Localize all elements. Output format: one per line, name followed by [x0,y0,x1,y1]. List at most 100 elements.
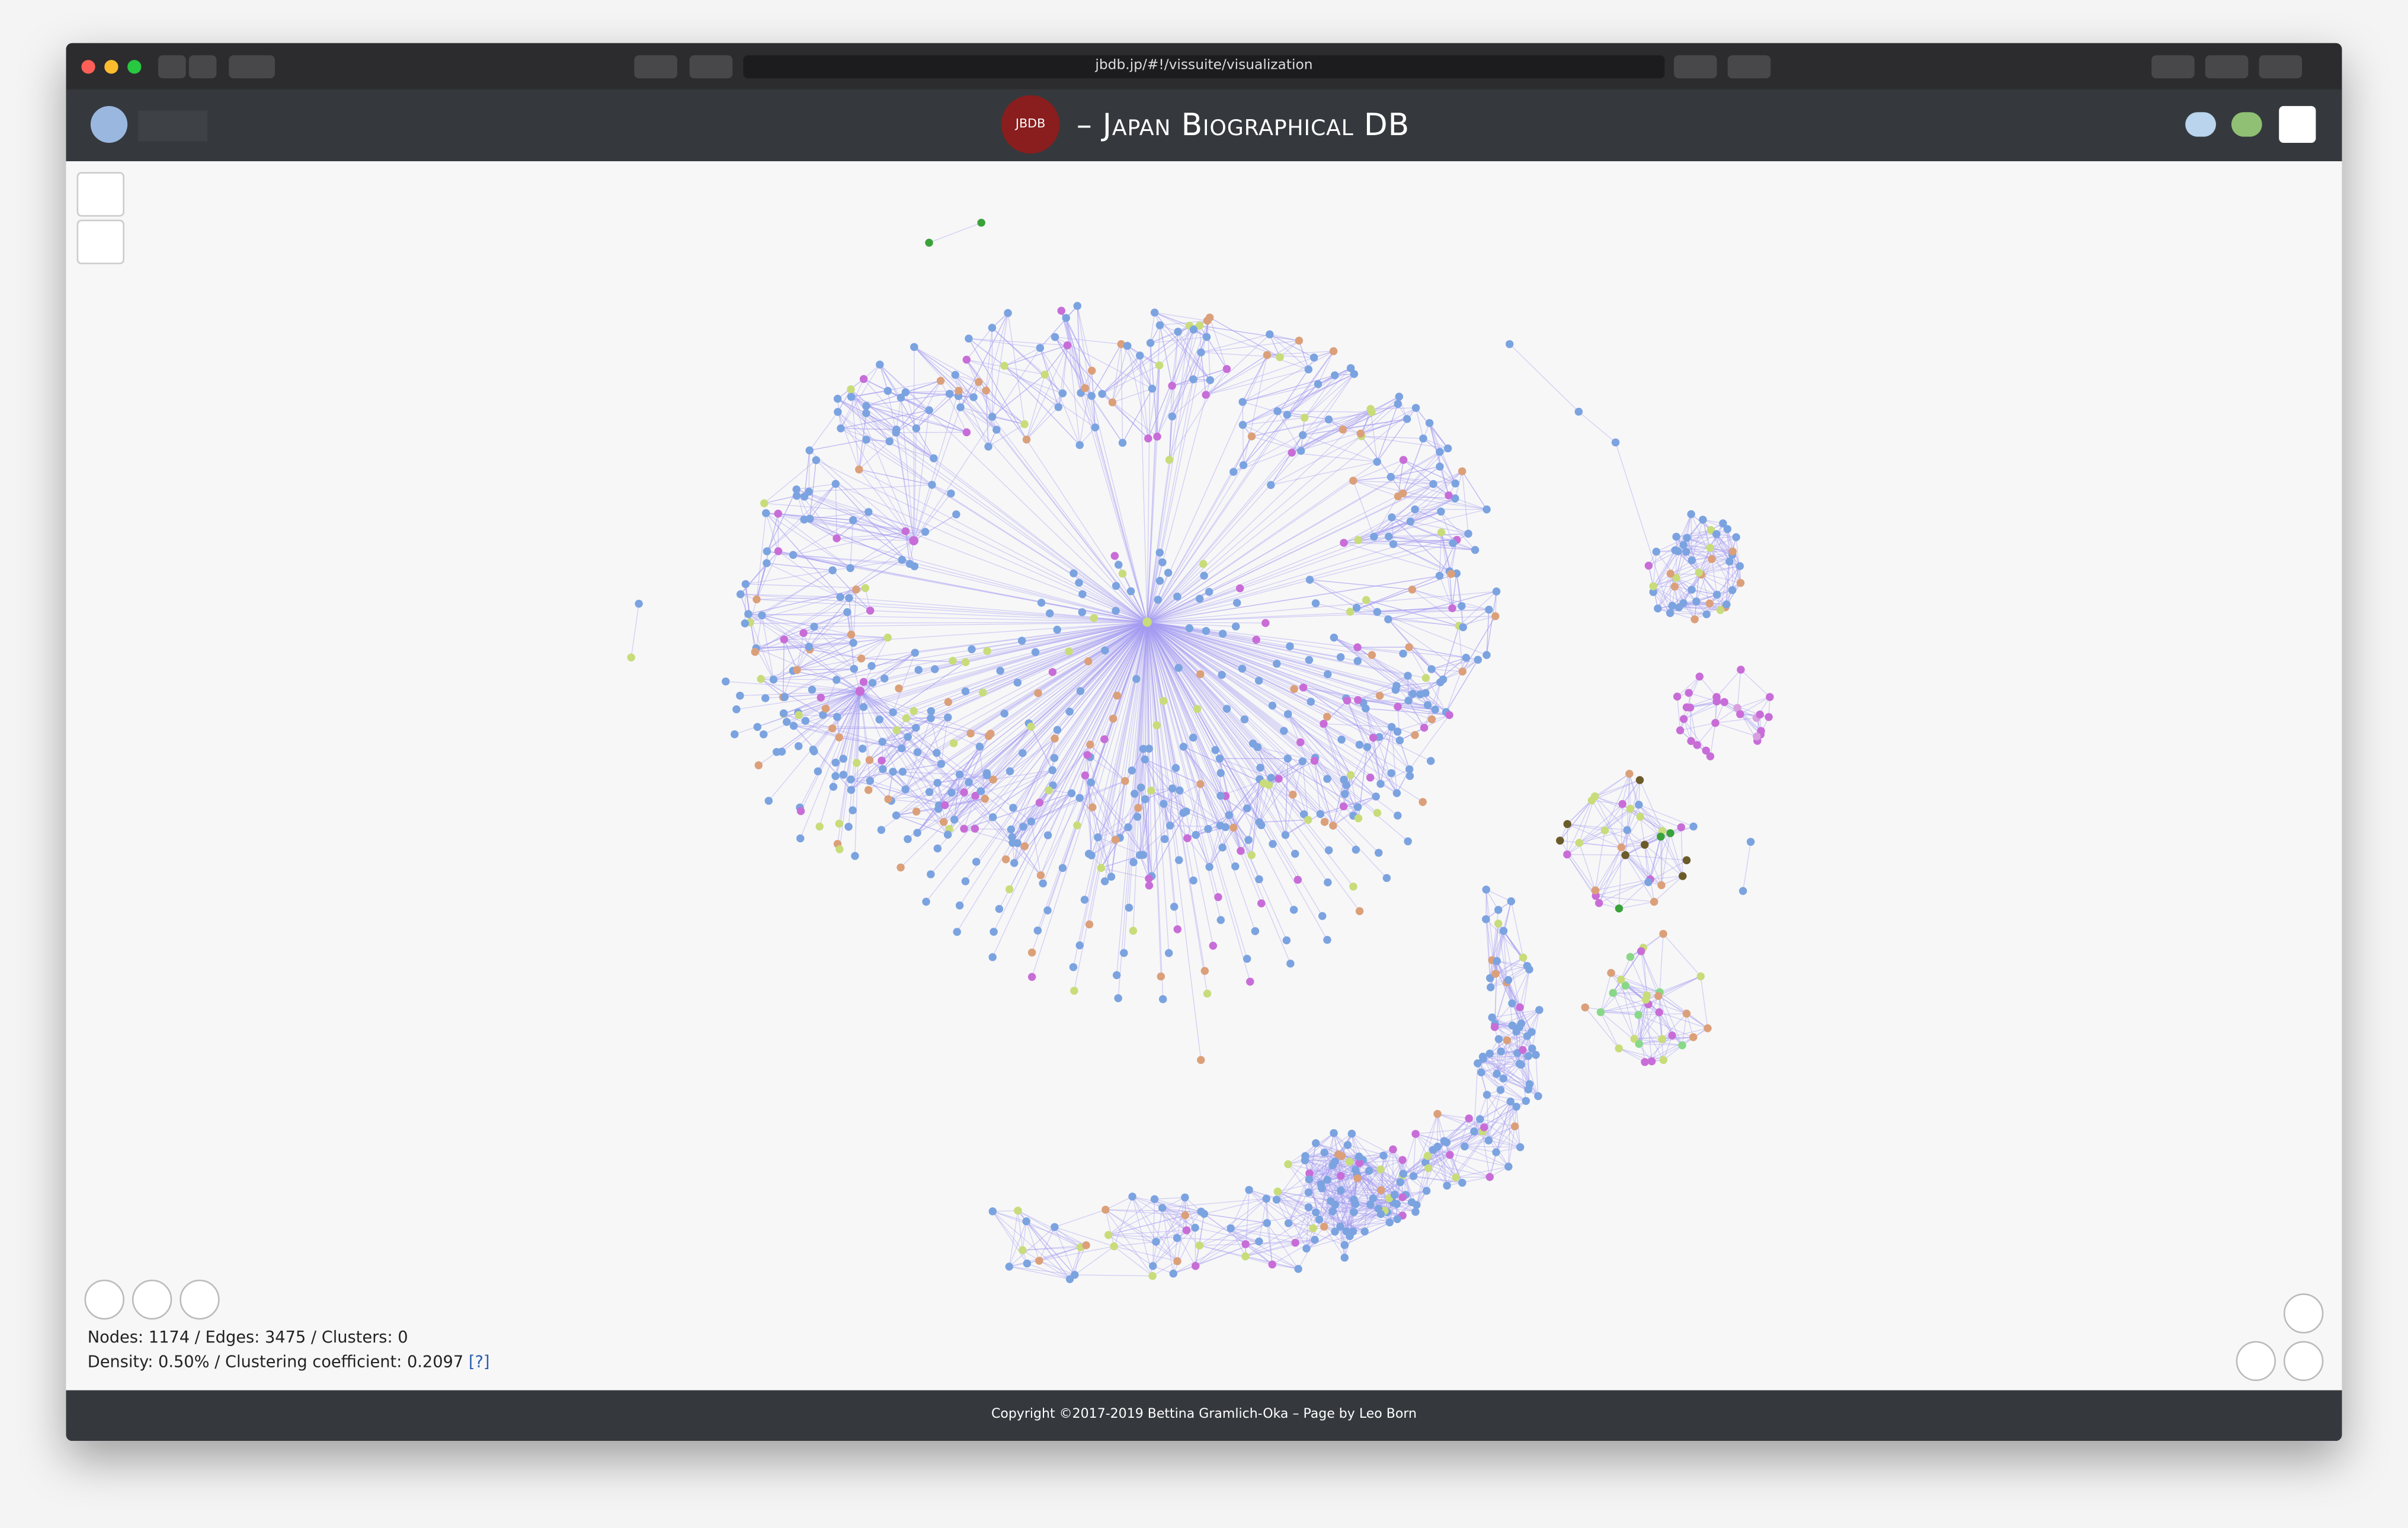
graph-node[interactable] [1013,839,1022,848]
graph-node[interactable] [1222,365,1231,373]
graph-node[interactable] [1482,505,1491,514]
menu-button[interactable] [2279,106,2316,143]
graph-node[interactable] [962,356,971,364]
graph-node[interactable] [1075,941,1084,950]
graph-node[interactable] [1206,376,1215,385]
graph-node[interactable] [1352,845,1360,854]
graph-node[interactable] [1232,599,1241,607]
graph-node[interactable] [1197,348,1205,357]
graph-node[interactable] [1693,741,1702,749]
graph-node[interactable] [1356,429,1365,438]
graph-node[interactable] [1654,992,1663,1000]
graph-node[interactable] [1293,875,1302,884]
graph-node[interactable] [1065,707,1074,716]
graph-node[interactable] [1142,617,1152,627]
graph-node[interactable] [1666,609,1674,618]
graph-node[interactable] [1635,800,1643,809]
graph-node[interactable] [814,767,822,776]
graph-node[interactable] [936,376,945,385]
graph-node[interactable] [831,772,840,781]
graph-node[interactable] [1175,856,1183,864]
graph-node[interactable] [751,648,760,656]
graph-node[interactable] [794,742,803,750]
graph-node[interactable] [1062,314,1071,322]
graph-node[interactable] [1014,1206,1022,1215]
graph-node[interactable] [983,771,991,779]
graph-node[interactable] [1387,769,1395,778]
graph-node[interactable] [805,642,814,651]
graph-node[interactable] [1273,1187,1282,1196]
graph-node[interactable] [1683,533,1691,542]
graph-node[interactable] [764,797,773,805]
graph-node[interactable] [1362,704,1370,713]
graph-node[interactable] [1238,398,1247,406]
graph-node[interactable] [1398,1156,1407,1164]
reload-button[interactable] [84,1279,124,1320]
graph-node[interactable] [1197,1056,1205,1065]
graph-node[interactable] [1506,1097,1515,1106]
graph-node[interactable] [1706,752,1715,760]
graph-node[interactable] [1231,622,1240,631]
graph-node[interactable] [1618,800,1626,808]
graph-node[interactable] [796,834,805,843]
graph-node[interactable] [1658,1035,1666,1043]
graph-node[interactable] [857,654,866,663]
graph-node[interactable] [988,1207,997,1216]
graph-node[interactable] [855,465,863,474]
graph-node[interactable] [759,730,768,739]
graph-node[interactable] [1728,586,1737,594]
graph-node[interactable] [1253,743,1262,752]
graph-node[interactable] [884,795,892,804]
graph-node[interactable] [1039,879,1047,888]
graph-node[interactable] [1725,557,1734,566]
graph-node[interactable] [1342,1227,1350,1236]
graph-node[interactable] [1113,691,1121,700]
graph-node[interactable] [1124,823,1132,832]
graph-node[interactable] [754,761,763,769]
graph-node[interactable] [1221,823,1230,832]
graph-node[interactable] [1235,584,1244,593]
graph-node[interactable] [1336,653,1345,661]
graph-node[interactable] [1267,481,1275,490]
graph-node[interactable] [898,555,907,564]
graph-node[interactable] [956,403,965,411]
graph-node[interactable] [1362,596,1370,605]
graph-node[interactable] [988,324,997,332]
graph-node[interactable] [1027,948,1036,957]
graph-node[interactable] [1145,881,1154,890]
graph-node[interactable] [1215,755,1224,763]
graph-node[interactable] [1366,773,1375,782]
graph-node[interactable] [961,658,970,666]
graph-node[interactable] [835,733,844,741]
graph-node[interactable] [849,638,857,647]
graph-node[interactable] [1218,843,1227,852]
graph-node[interactable] [1458,667,1466,676]
graph-node[interactable] [1485,1049,1494,1058]
graph-node[interactable] [1318,912,1327,920]
graph-node[interactable] [1080,896,1089,904]
graph-node[interactable] [635,599,643,608]
graph-node[interactable] [1295,337,1304,345]
graph-node[interactable] [1164,568,1173,577]
graph-node[interactable] [1488,1013,1496,1022]
graph-node[interactable] [1507,897,1516,906]
graph-node[interactable] [1155,361,1164,370]
graph-node[interactable] [1350,1208,1358,1216]
graph-node[interactable] [1436,447,1444,456]
graph-node[interactable] [1427,715,1436,724]
graph-node[interactable] [952,510,960,519]
graph-node[interactable] [1263,351,1272,359]
graph-node[interactable] [1480,1123,1488,1131]
graph-node[interactable] [832,534,841,542]
graph-node[interactable] [1447,570,1455,578]
graph-node[interactable] [868,679,877,687]
graph-node[interactable] [988,813,997,821]
graph-node[interactable] [1398,1193,1407,1201]
graph-node[interactable] [1504,976,1513,984]
graph-node[interactable] [1050,754,1059,762]
graph-node[interactable] [1408,586,1417,594]
graph-node[interactable] [1182,807,1190,816]
graph-node[interactable] [1147,787,1155,795]
graph-node[interactable] [912,424,921,433]
graph-node[interactable] [1305,576,1314,584]
